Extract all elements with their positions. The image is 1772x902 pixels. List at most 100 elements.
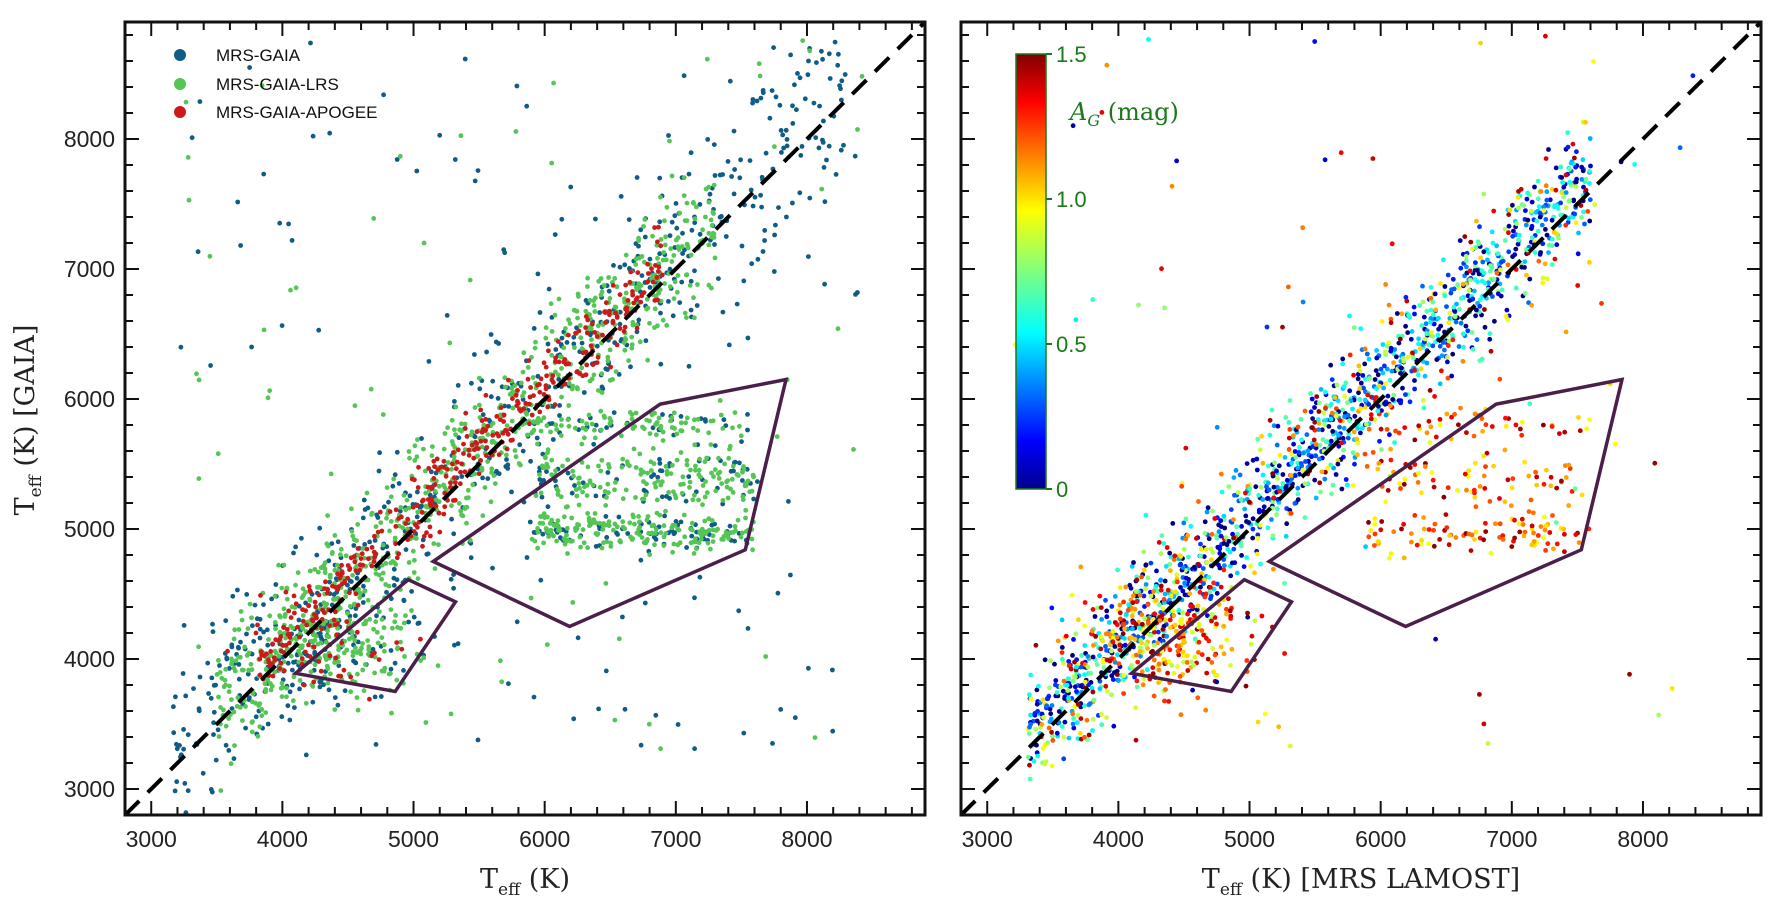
- point-extinction: [1070, 653, 1075, 658]
- point-extinction: [1183, 516, 1189, 522]
- point-mrs-gaia-lrs: [763, 654, 769, 659]
- point-mrs-gaia: [257, 626, 263, 632]
- point-mrs-gaia-apogee: [583, 349, 589, 355]
- point-mrs-gaia-apogee: [327, 653, 333, 659]
- point-mrs-gaia-apogee: [610, 283, 616, 288]
- point-extinction: [1277, 488, 1283, 494]
- point-extinction: [1576, 415, 1581, 420]
- point-mrs-gaia: [236, 662, 242, 667]
- point-extinction: [1382, 401, 1388, 407]
- left-panel: 3000 4000 5000 6000 7000 80003000400050006000…: [10, 20, 927, 900]
- point-extinction: [1271, 423, 1277, 429]
- point-mrs-gaia: [781, 145, 786, 151]
- point-extinction: [1269, 517, 1274, 522]
- point-mrs-gaia-lrs: [629, 416, 635, 422]
- point-extinction: [1541, 514, 1547, 520]
- point-mrs-gaia: [409, 589, 414, 594]
- point-mrs-gaia-apogee: [583, 325, 588, 330]
- point-mrs-gaia-lrs: [684, 462, 690, 468]
- point-mrs-gaia: [196, 706, 202, 712]
- point-extinction: [1405, 330, 1411, 335]
- point-mrs-gaia-lrs: [702, 459, 708, 465]
- point-mrs-gaia-apogee: [638, 299, 644, 305]
- point-mrs-gaia-lrs: [626, 358, 631, 363]
- point-extinction: [1372, 522, 1378, 527]
- point-extinction: [1082, 679, 1088, 685]
- point-mrs-gaia: [702, 417, 708, 422]
- point-mrs-gaia-lrs: [239, 667, 245, 673]
- point-extinction: [1462, 234, 1468, 240]
- point-extinction: [1430, 477, 1436, 483]
- point-mrs-gaia-lrs: [388, 519, 394, 524]
- point-extinction: [1205, 613, 1210, 619]
- point-mrs-gaia-apogee: [437, 529, 443, 535]
- x-tick-label: 6000: [519, 826, 570, 852]
- point-extinction: [1103, 644, 1108, 649]
- point-mrs-gaia-lrs: [358, 590, 363, 596]
- point-mrs-gaia: [653, 537, 659, 542]
- point-extinction: [1473, 313, 1478, 319]
- point-mrs-gaia-apogee: [267, 663, 273, 668]
- point-extinction: [1428, 295, 1434, 301]
- point-mrs-gaia-apogee: [277, 666, 283, 671]
- point-extinction: [1572, 211, 1578, 217]
- point-mrs-gaia-lrs: [352, 403, 358, 409]
- point-mrs-gaia-lrs: [380, 570, 386, 576]
- point-extinction: [1463, 323, 1469, 329]
- point-mrs-gaia-lrs: [640, 424, 645, 430]
- point-mrs-gaia-lrs: [612, 276, 618, 281]
- point-mrs-gaia-lrs: [642, 217, 648, 222]
- point-extinction: [1430, 334, 1436, 339]
- point-extinction: [1259, 433, 1264, 439]
- point-extinction: [1035, 753, 1041, 759]
- point-mrs-gaia-apogee: [526, 401, 532, 407]
- point-extinction: [1550, 236, 1555, 242]
- point-mrs-gaia: [647, 285, 653, 290]
- point-extinction: [1041, 715, 1046, 720]
- point-extinction: [1375, 539, 1381, 544]
- point-extinction: [1027, 762, 1032, 768]
- point-extinction: [1414, 542, 1420, 548]
- point-mrs-gaia-lrs: [355, 552, 361, 558]
- point-mrs-gaia-lrs: [692, 315, 697, 321]
- point-mrs-gaia: [820, 56, 825, 62]
- point-extinction: [1419, 537, 1424, 543]
- point-mrs-gaia-apogee: [353, 568, 359, 574]
- point-mrs-gaia-lrs: [278, 685, 284, 691]
- point-mrs-gaia: [802, 96, 808, 102]
- point-mrs-gaia-lrs: [855, 127, 860, 132]
- point-extinction: [1115, 652, 1120, 658]
- point-extinction: [1157, 614, 1162, 620]
- point-extinction: [1114, 672, 1120, 677]
- point-mrs-gaia-apogee: [646, 271, 651, 276]
- point-extinction: [1319, 469, 1325, 475]
- point-extinction: [1464, 264, 1469, 270]
- point-mrs-gaia-lrs: [688, 526, 693, 532]
- point-mrs-gaia-lrs: [716, 476, 722, 481]
- point-mrs-gaia: [776, 205, 781, 211]
- point-mrs-gaia-lrs: [688, 540, 694, 546]
- point-mrs-gaia-lrs: [240, 718, 245, 723]
- point-mrs-gaia-apogee: [344, 619, 350, 624]
- point-mrs-gaia-lrs: [740, 494, 746, 499]
- point-mrs-gaia-lrs: [675, 244, 681, 250]
- point-mrs-gaia: [238, 639, 243, 645]
- point-extinction: [1388, 403, 1393, 409]
- point-extinction: [1565, 144, 1571, 150]
- point-extinction: [1502, 238, 1508, 243]
- point-mrs-gaia-lrs: [402, 654, 407, 659]
- point-mrs-gaia-apogee: [590, 321, 595, 327]
- point-mrs-gaia: [673, 519, 679, 524]
- point-mrs-gaia: [770, 741, 775, 746]
- point-extinction: [1076, 617, 1081, 623]
- point-extinction: [1562, 463, 1568, 468]
- point-mrs-gaia-lrs: [738, 433, 744, 439]
- point-extinction: [1505, 477, 1511, 483]
- point-mrs-gaia: [797, 75, 803, 81]
- point-extinction: [1430, 299, 1436, 305]
- point-extinction: [1059, 650, 1065, 655]
- point-mrs-gaia-lrs: [436, 542, 441, 547]
- point-extinction: [1543, 33, 1548, 39]
- point-extinction: [1313, 495, 1319, 501]
- point-extinction: [1373, 368, 1379, 373]
